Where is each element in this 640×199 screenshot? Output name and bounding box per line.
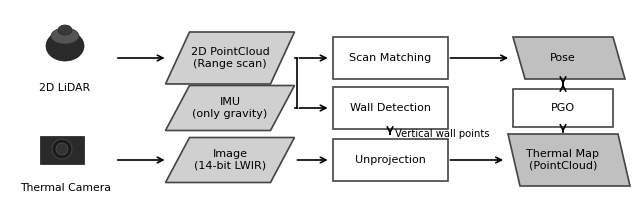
Circle shape [52,139,72,159]
Polygon shape [166,86,294,131]
Polygon shape [513,37,625,79]
Ellipse shape [58,25,72,35]
Polygon shape [333,139,447,181]
Text: Pose: Pose [550,53,576,63]
Text: PGO: PGO [551,103,575,113]
Text: Image
(14-bit LWIR): Image (14-bit LWIR) [194,149,266,171]
Polygon shape [333,87,447,129]
Circle shape [56,143,68,155]
Text: Wall Detection: Wall Detection [349,103,431,113]
Ellipse shape [51,28,79,44]
Text: 2D PointCloud
(Range scan): 2D PointCloud (Range scan) [191,47,269,69]
Polygon shape [508,134,630,186]
Text: Thermal Map
(PointCloud): Thermal Map (PointCloud) [527,149,600,171]
Ellipse shape [46,31,84,61]
Polygon shape [513,89,613,127]
Polygon shape [166,138,294,182]
Text: 2D LiDAR: 2D LiDAR [40,83,91,93]
Text: IMU
(only gravity): IMU (only gravity) [193,97,268,119]
Text: Thermal Camera: Thermal Camera [20,183,111,193]
Text: Scan Matching: Scan Matching [349,53,431,63]
Polygon shape [333,37,447,79]
Text: Unprojection: Unprojection [355,155,426,165]
FancyBboxPatch shape [40,136,84,164]
Text: Vertical wall points: Vertical wall points [395,129,490,139]
Polygon shape [166,32,294,84]
